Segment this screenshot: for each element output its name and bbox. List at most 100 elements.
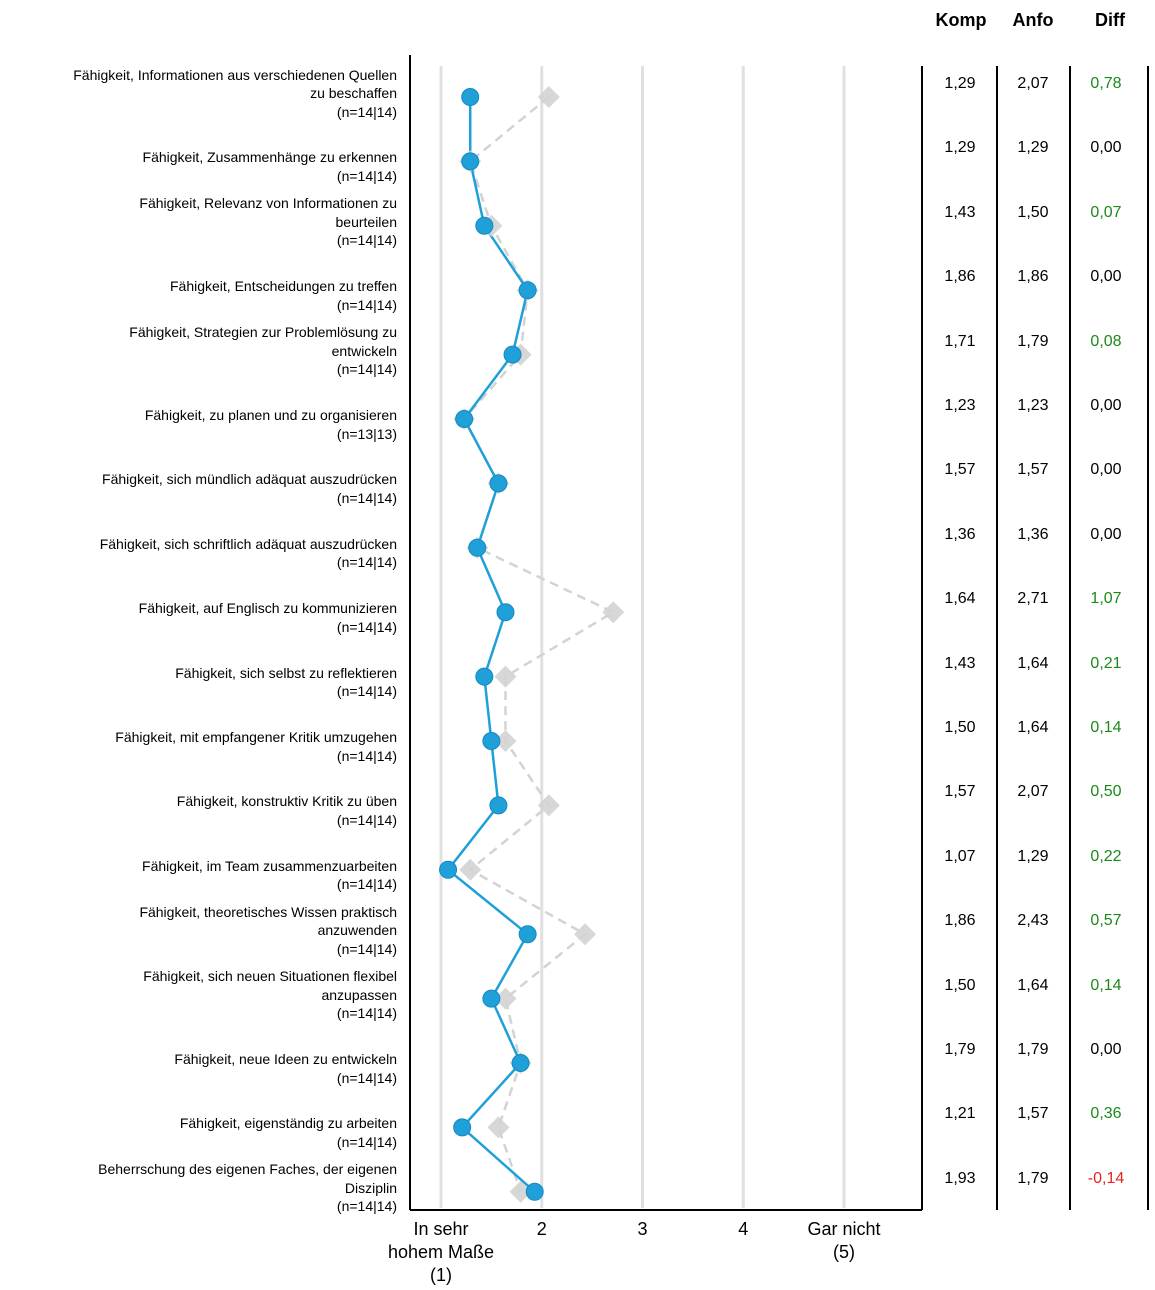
diff-value-5: 0,00 xyxy=(1090,397,1122,414)
item-label-line: (n=14|14) xyxy=(336,167,397,184)
item-label-line: (n=14|14) xyxy=(336,296,397,313)
item-label-line: (n=14|14) xyxy=(336,1198,397,1215)
x-tick-line: hohem Maße xyxy=(387,1242,495,1262)
x-tick-line: 3 xyxy=(637,1219,648,1239)
x-tick-3: 3 xyxy=(573,1218,713,1241)
item-label-line: (n=14|14) xyxy=(336,1069,397,1086)
item-label-line: anzupassen xyxy=(321,986,397,1003)
item-label-line: Fähigkeit, sich selbst zu reflektieren xyxy=(175,664,397,681)
diff-value-3: 0,00 xyxy=(1090,268,1122,286)
item-label-line: Fähigkeit, theoretisches Wissen praktisc… xyxy=(139,903,397,920)
diff-value-11: 0,50 xyxy=(1090,783,1122,801)
item-label-line: (n=14|14) xyxy=(336,876,397,893)
komp-value-16: 1,21 xyxy=(944,1105,976,1123)
anfo-value-9: 1,64 xyxy=(1017,654,1049,672)
anfo-point-13 xyxy=(574,923,597,946)
item-label-line: zu beschaffen xyxy=(310,85,397,101)
item-label-line: (n=13|13) xyxy=(336,425,397,442)
komp-series-line xyxy=(446,97,536,1193)
anfo-series-line xyxy=(462,96,616,1193)
komp-value-4: 1,71 xyxy=(944,332,976,350)
komp-value-10: 1,50 xyxy=(944,719,976,736)
item-label-line: Fähigkeit, eigenständig zu arbeiten xyxy=(179,1115,397,1132)
item-label-line: Fähigkeit, Entscheidungen zu treffen xyxy=(169,278,397,295)
anfo-value-0: 2,07 xyxy=(1017,75,1049,92)
komp-value-8: 1,64 xyxy=(944,590,976,608)
item-label-line: (n=14|14) xyxy=(336,618,397,635)
komp-value-9: 1,43 xyxy=(944,654,976,672)
item-label-line: Fähigkeit, auf Englisch zu kommunizieren xyxy=(138,600,397,617)
item-label-2: Fähigkeit, Relevanz von Informationen zu… xyxy=(0,194,397,250)
x-tick-line: 2 xyxy=(536,1219,547,1239)
item-label-16: Fähigkeit, eigenständig zu arbeiten (n=14… xyxy=(0,1114,397,1151)
item-label-line: (n=14|14) xyxy=(336,811,397,828)
item-label-10: Fähigkeit, mit empfangener Kritik umzuge… xyxy=(0,728,397,765)
anfo-value-11: 2,07 xyxy=(1017,783,1049,801)
item-label-17: Beherrschung des eigenen Faches, der eig… xyxy=(0,1160,397,1216)
anfo-point-9 xyxy=(494,665,517,688)
komp-point-15 xyxy=(511,1054,530,1072)
komp-point-0 xyxy=(461,88,480,106)
item-label-line: (n=14|14) xyxy=(336,554,397,571)
anfo-value-17: 1,79 xyxy=(1017,1169,1049,1187)
anfo-value-2: 1,50 xyxy=(1017,203,1049,221)
header-komp: Komp xyxy=(935,10,987,30)
anfo-value-8: 2,71 xyxy=(1017,590,1049,608)
komp-value-11: 1,57 xyxy=(944,783,976,801)
item-label-line: (n=14|14) xyxy=(336,940,397,957)
diff-value-4: 0,08 xyxy=(1090,332,1122,350)
diff-value-1: 0,00 xyxy=(1090,139,1122,157)
diff-value-7: 0,00 xyxy=(1090,525,1122,543)
anfo-point-11 xyxy=(537,794,560,817)
item-label-line: Fähigkeit, neue Ideen zu entwickeln xyxy=(174,1051,397,1067)
x-tick-line: (5) xyxy=(833,1242,855,1262)
item-label-line: (n=14|14) xyxy=(336,747,397,764)
item-label-line: Beherrschung des eigenen Faches, der eig… xyxy=(98,1161,397,1178)
anfo-value-4: 1,79 xyxy=(1017,332,1049,350)
komp-point-10 xyxy=(482,732,501,750)
item-label-line: anzuwenden xyxy=(317,922,397,939)
item-label-3: Fähigkeit, Entscheidungen zu treffen (n=1… xyxy=(0,277,397,314)
diff-value-6: 0,00 xyxy=(1090,461,1122,479)
item-label-line: Fähigkeit, zu planen und zu organisieren xyxy=(144,407,397,423)
x-tick-line: 4 xyxy=(738,1219,749,1239)
anfo-point-14 xyxy=(494,987,517,1010)
anfo-value-10: 1,64 xyxy=(1017,719,1049,736)
item-label-line: (n=14|14) xyxy=(336,489,397,506)
anfo-value-1: 1,29 xyxy=(1017,139,1049,157)
anfo-value-13: 2,43 xyxy=(1017,912,1049,930)
anfo-point-8 xyxy=(602,601,625,624)
header-diff: Diff xyxy=(1095,10,1125,30)
item-label-line: Fähigkeit, Relevanz von Informationen zu xyxy=(139,195,397,212)
x-tick-2: 2 xyxy=(472,1218,612,1241)
anfo-value-15: 1,79 xyxy=(1017,1041,1049,1058)
item-label-line: Fähigkeit, sich neuen Situationen flexib… xyxy=(143,968,397,985)
item-label-line: (n=14|14) xyxy=(336,1005,397,1022)
komp-point-13 xyxy=(518,925,537,944)
item-label-line: Fähigkeit, sich mündlich adäquat auszudr… xyxy=(102,471,397,488)
komp-value-13: 1,86 xyxy=(944,912,976,930)
item-label-8: Fähigkeit, auf Englisch zu kommunizieren… xyxy=(0,599,397,636)
item-label-line: Fähigkeit, konstruktiv Kritik zu üben xyxy=(176,793,397,810)
diff-value-15: 0,00 xyxy=(1090,1041,1122,1058)
item-label-14: Fähigkeit, sich neuen Situationen flexib… xyxy=(0,967,397,1023)
item-label-line: entwickeln xyxy=(331,342,397,359)
komp-point-8 xyxy=(496,603,515,622)
anfo-point-12 xyxy=(459,858,482,881)
item-label-12: Fähigkeit, im Team zusammenzuarbeiten (n=… xyxy=(0,857,397,894)
anfo-point-0 xyxy=(537,86,560,108)
komp-point-16 xyxy=(453,1118,472,1137)
komp-point-3 xyxy=(518,281,537,300)
item-label-line: (n=14|14) xyxy=(336,103,397,120)
anfo-value-16: 1,57 xyxy=(1017,1105,1049,1123)
komp-value-12: 1,07 xyxy=(944,847,976,865)
item-label-5: Fähigkeit, zu planen und zu organisieren… xyxy=(0,406,397,443)
item-label-line: Fähigkeit, Zusammenhänge zu erkennen xyxy=(142,149,397,166)
diff-value-13: 0,57 xyxy=(1090,912,1122,930)
komp-point-7 xyxy=(468,538,487,557)
item-label-line: (n=14|14) xyxy=(336,232,397,249)
item-label-6: Fähigkeit, sich mündlich adäquat auszudr… xyxy=(0,470,397,507)
x-tick-4: 4 xyxy=(673,1218,813,1241)
komp-point-11 xyxy=(489,796,508,815)
x-tick-line: In sehr xyxy=(413,1219,469,1239)
